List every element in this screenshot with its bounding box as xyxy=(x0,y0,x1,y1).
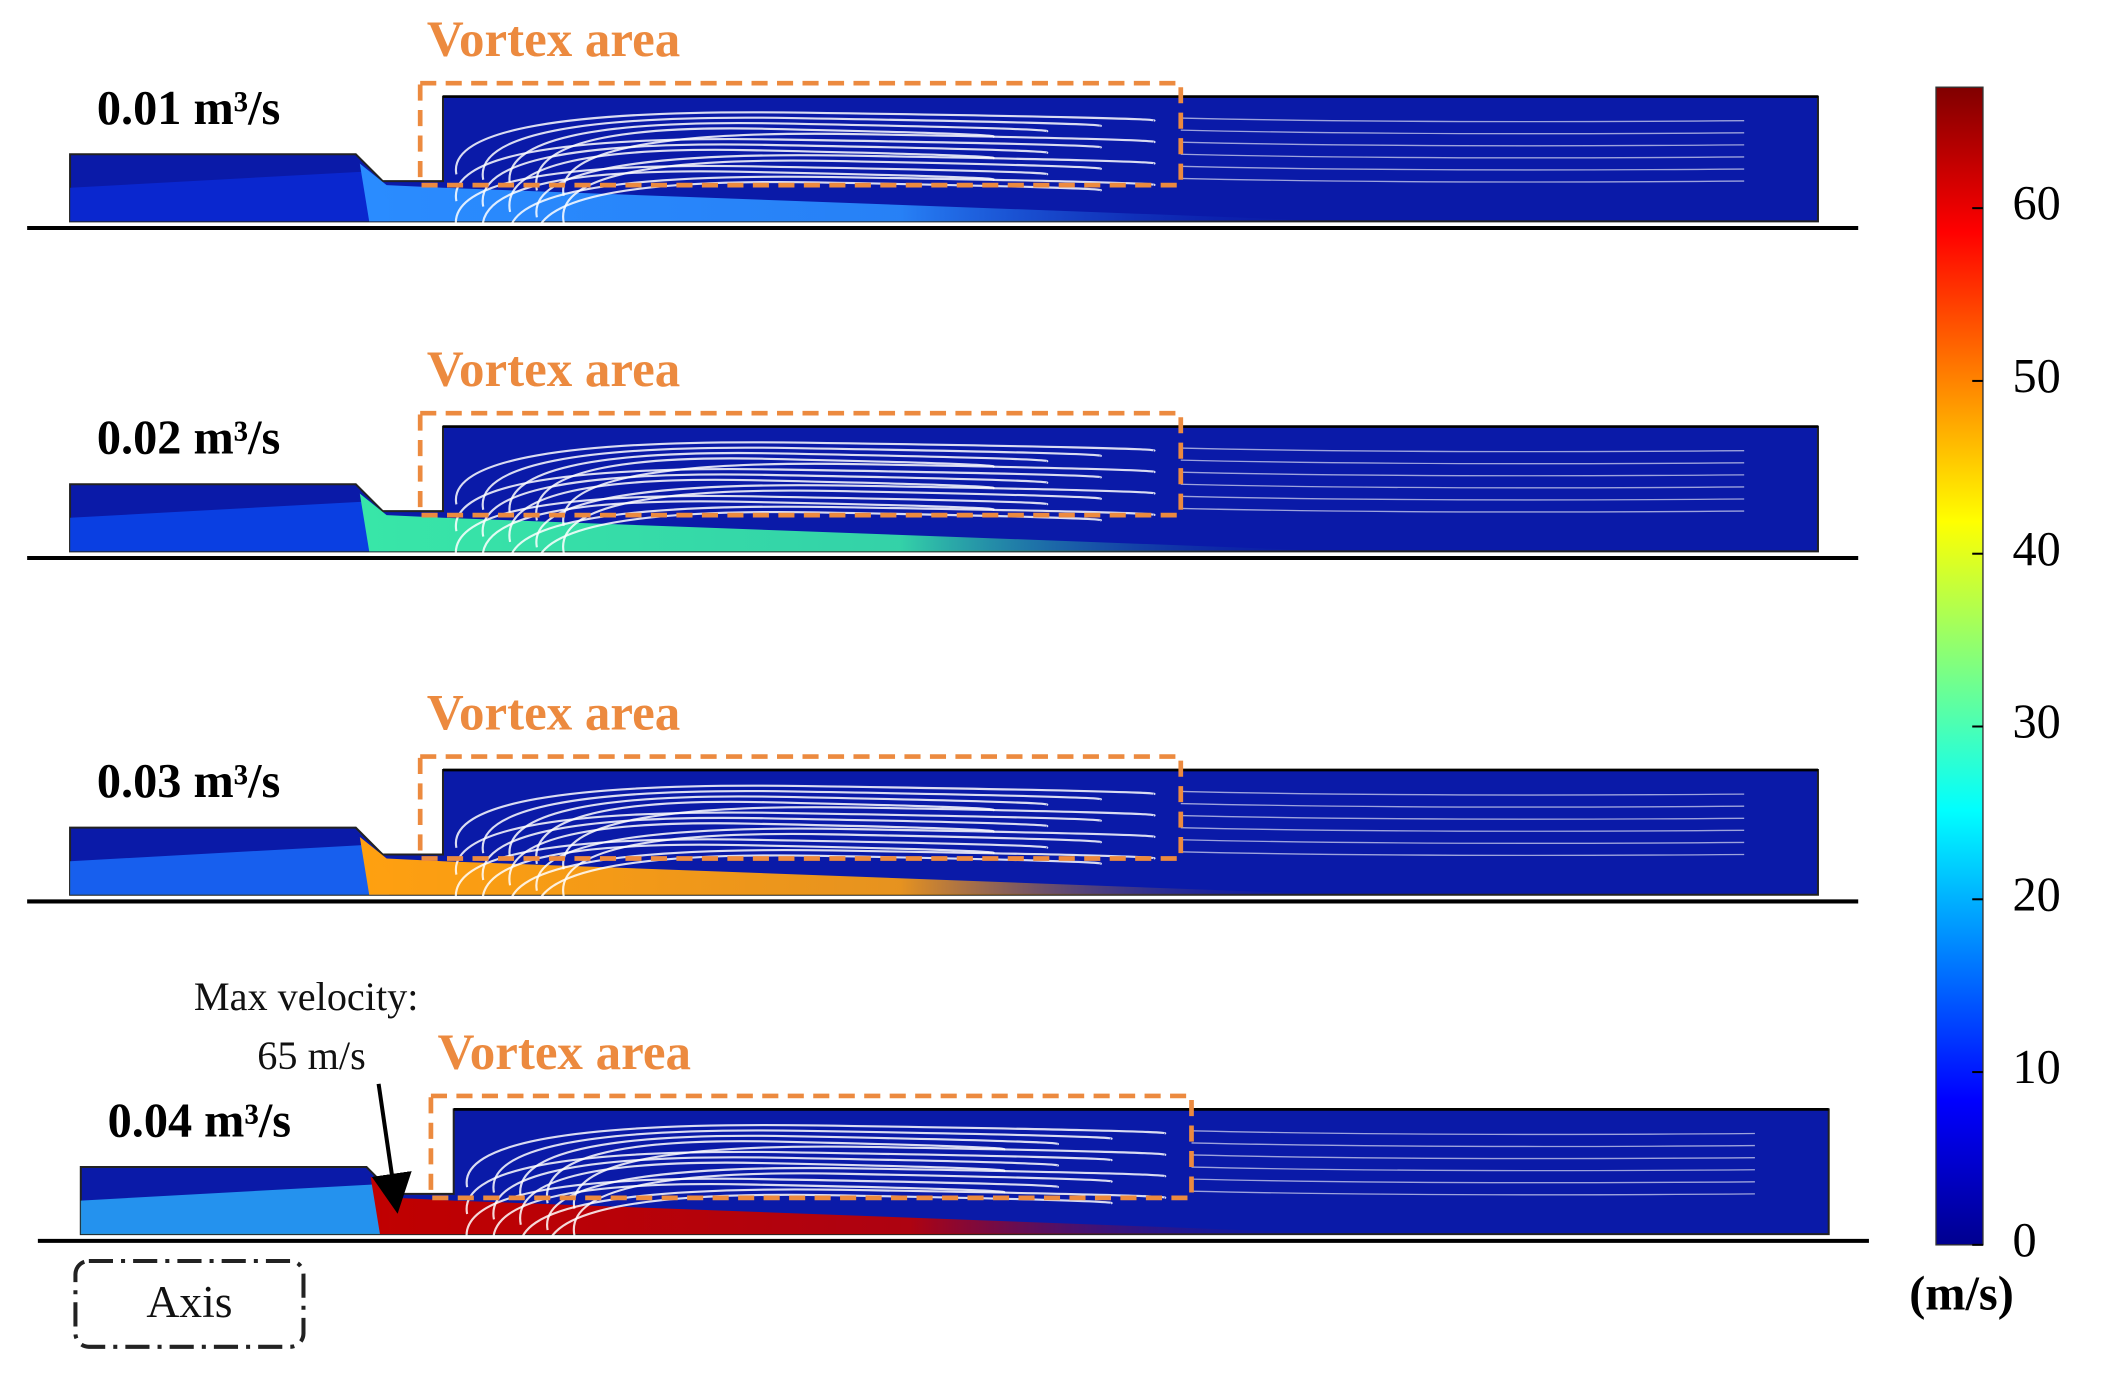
streamline xyxy=(562,806,1156,870)
streamline xyxy=(454,494,1049,559)
jet xyxy=(359,493,1342,552)
streamline xyxy=(492,1183,1006,1247)
streamline xyxy=(454,111,1156,175)
streamline xyxy=(454,468,1102,532)
vortex-label: Vortex area xyxy=(427,342,680,398)
vortex-label: Vortex area xyxy=(427,685,680,741)
streamline xyxy=(562,462,1156,527)
streamline xyxy=(572,1145,1167,1209)
streamline xyxy=(535,510,1102,575)
flow-rate-label: 0.04 m³/s xyxy=(108,1095,291,1148)
streamline xyxy=(454,838,1049,902)
streamline xyxy=(1180,141,1745,147)
colorbar-tick-label: 30 xyxy=(2012,696,2060,749)
streamline xyxy=(1180,129,1745,135)
streamline xyxy=(1180,471,1745,477)
axis-label: Axis xyxy=(146,1276,232,1327)
axis-box xyxy=(73,1258,306,1349)
streamline xyxy=(1180,851,1745,857)
streamline xyxy=(454,441,1156,505)
streamline xyxy=(481,790,1102,854)
streamline xyxy=(481,143,1049,207)
colorbar-unit: (m/s) xyxy=(1909,1268,2014,1321)
streamline xyxy=(465,1177,1059,1242)
streamline xyxy=(481,843,995,908)
colorbar-tick-label: 60 xyxy=(2012,177,2060,230)
vortex-label: Vortex area xyxy=(438,1025,691,1081)
streamline xyxy=(1180,507,1745,513)
streamline xyxy=(508,849,1156,913)
jet xyxy=(370,1176,1353,1235)
inlet-flow xyxy=(70,845,390,895)
panel: 0.01 m³/s Vortex area xyxy=(27,12,1859,245)
colorbar-tick-label: 10 xyxy=(2012,1041,2060,1094)
inlet-flow xyxy=(70,171,390,222)
panel: 0.04 m³/s Vortex area xyxy=(37,1025,1869,1258)
streamline xyxy=(1180,826,1745,832)
colorbar-tick-label: 40 xyxy=(2012,523,2060,576)
streamline xyxy=(535,854,1102,918)
streamline xyxy=(1180,814,1745,820)
streamline xyxy=(481,116,1102,180)
streamline xyxy=(535,180,1102,245)
streamline xyxy=(492,1156,1059,1220)
streamline xyxy=(481,473,1049,537)
flow-rate-label: 0.02 m³/s xyxy=(97,412,280,465)
streamline xyxy=(454,164,1049,229)
colorbar-tick-label: 50 xyxy=(2012,350,2060,403)
streamline xyxy=(1191,1142,1755,1148)
streamline xyxy=(481,446,1102,510)
streamline xyxy=(1191,1178,1755,1184)
inlet-flow xyxy=(80,1184,401,1235)
streamline xyxy=(508,505,1156,569)
streamline xyxy=(1191,1154,1755,1160)
streamline xyxy=(1180,447,1745,453)
streamline xyxy=(1180,839,1745,844)
streamline xyxy=(481,500,995,564)
max-velocity-value: 65 m/s xyxy=(257,1033,365,1078)
streamline xyxy=(492,1129,1113,1193)
streamline xyxy=(1180,165,1745,171)
flow-rate-label: 0.03 m³/s xyxy=(97,755,280,808)
streamline xyxy=(454,138,1102,202)
streamline xyxy=(1191,1190,1755,1196)
streamline xyxy=(465,1124,1167,1188)
streamline xyxy=(1180,117,1745,123)
streamline xyxy=(465,1150,1113,1215)
streamline xyxy=(1191,1166,1755,1172)
streamline xyxy=(481,170,995,234)
streamline xyxy=(1180,802,1745,808)
streamline xyxy=(1180,459,1745,465)
panels: 0.01 m³/s Vortex area 0.02 m³/s Vortex area… xyxy=(27,12,1869,1258)
inlet-flow xyxy=(70,501,390,552)
colorbar-tick-label: 20 xyxy=(2012,868,2060,921)
streamline xyxy=(1180,177,1745,183)
jet xyxy=(359,163,1342,222)
streamline xyxy=(1180,153,1745,159)
panel: 0.03 m³/s Vortex area xyxy=(27,685,1859,918)
panel: 0.02 m³/s Vortex area xyxy=(27,342,1859,575)
streamline xyxy=(508,175,1156,239)
streamline xyxy=(454,811,1102,875)
streamline xyxy=(545,1193,1113,1258)
vortex-label: Vortex area xyxy=(427,12,680,68)
jet xyxy=(359,837,1342,895)
streamline xyxy=(454,784,1156,848)
streamline xyxy=(1180,790,1745,796)
max-velocity-label: Max velocity: xyxy=(194,974,419,1019)
flow-rate-label: 0.01 m³/s xyxy=(97,82,280,135)
colorbar xyxy=(1935,86,1984,1246)
streamline xyxy=(1191,1130,1755,1136)
streamline xyxy=(481,816,1049,881)
colorbar-tick-label: 0 xyxy=(2012,1214,2036,1267)
streamline xyxy=(1180,495,1745,501)
streamline xyxy=(562,132,1156,197)
streamline xyxy=(1180,483,1745,489)
max-velocity-arrow xyxy=(371,1083,412,1214)
streamline xyxy=(519,1188,1167,1252)
